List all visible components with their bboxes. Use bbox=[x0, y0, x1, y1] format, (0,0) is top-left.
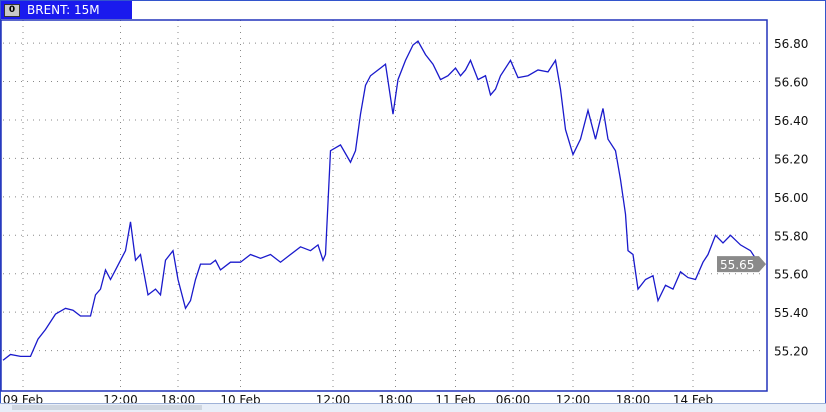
y-tick-label: 55.40 bbox=[774, 306, 808, 320]
price-line bbox=[2, 40, 763, 361]
window-title: BRENT: 15M bbox=[27, 3, 100, 17]
y-tick-label: 56.80 bbox=[774, 37, 808, 51]
x-tick-label: 18:00 bbox=[161, 393, 196, 403]
plot-frame bbox=[0, 19, 768, 392]
y-tick-label: 55.60 bbox=[774, 268, 808, 282]
window-tab[interactable]: 0 BRENT: 15M bbox=[1, 1, 132, 19]
y-tick-label: 56.60 bbox=[774, 76, 808, 90]
y-tick-label: 55.80 bbox=[774, 229, 808, 243]
last-price-label: 55.65 bbox=[720, 258, 754, 272]
horizontal-scrollbar[interactable] bbox=[0, 403, 826, 412]
x-tick-label: 09 Feb bbox=[3, 393, 43, 403]
x-tick-label: 06:00 bbox=[496, 393, 531, 403]
x-tick-label: 12:00 bbox=[556, 393, 591, 403]
y-tick-label: 56.20 bbox=[774, 152, 808, 166]
x-tick-label: 12:00 bbox=[103, 393, 138, 403]
price-chart: 55.20 55.40 55.60 55.80 56.00 56.20 56.40 56.60… bbox=[0, 19, 808, 403]
y-tick-label: 56.00 bbox=[774, 191, 808, 205]
x-tick-label: 11 Feb bbox=[435, 393, 475, 403]
x-tick-label: 12:00 bbox=[316, 393, 351, 403]
window-icon[interactable]: 0 bbox=[4, 4, 20, 17]
y-tick-label: 56.40 bbox=[774, 114, 808, 128]
x-tick-label: 14 Feb bbox=[673, 393, 713, 403]
x-tick-label: 10 Feb bbox=[220, 393, 260, 403]
last-price-marker bbox=[717, 256, 766, 273]
x-tick-label: 18:00 bbox=[378, 393, 413, 403]
x-tick-label: 18:00 bbox=[616, 393, 651, 403]
y-tick-label: 55.20 bbox=[774, 345, 808, 359]
scrollbar-thumb[interactable] bbox=[12, 405, 202, 410]
